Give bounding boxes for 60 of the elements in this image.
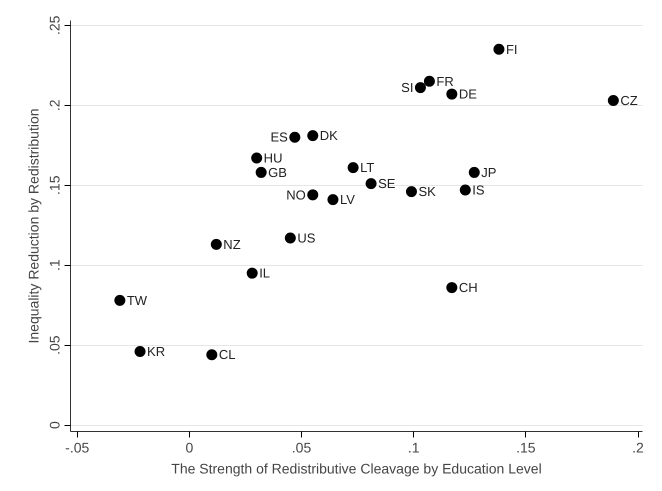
- x-tick-label: .15: [516, 440, 536, 456]
- x-tick-label: .1: [408, 440, 420, 456]
- annotation: CL: [218, 347, 236, 362]
- point: [256, 166, 267, 178]
- point: [493, 44, 504, 55]
- annotation: ES: [270, 130, 288, 145]
- point: [246, 268, 258, 279]
- x-tick-label: -.05: [65, 440, 90, 456]
- annotation: CZ: [620, 92, 638, 108]
- point: [284, 232, 296, 244]
- y-tick-label: 0: [46, 420, 62, 429]
- point: [307, 130, 318, 142]
- annotation: GB: [268, 164, 287, 180]
- annotation: US: [297, 230, 316, 246]
- annotation: SI: [401, 80, 414, 96]
- annotation: DK: [320, 128, 338, 144]
- x-axis-title: The Strength of Redistributive Cleavage by Education Level: [171, 460, 542, 476]
- point: [327, 194, 338, 206]
- x-tick-label: .2: [632, 440, 644, 456]
- annotation: IL: [259, 266, 270, 281]
- y-tick-label: .25: [46, 15, 62, 36]
- y-tick-label: .05: [46, 335, 62, 355]
- annotation: NZ: [223, 236, 241, 252]
- point: [608, 94, 619, 106]
- point: [134, 346, 146, 358]
- point: [289, 132, 300, 143]
- x-tick-label: .05: [292, 440, 312, 456]
- annotation: FI: [506, 42, 518, 57]
- y-tick-label: .2: [46, 99, 62, 112]
- point: [424, 76, 435, 87]
- annotation: FR: [436, 74, 454, 89]
- x-tick-label: 0: [185, 440, 194, 456]
- y-axis-title: Inequality Reduction by Redistribution: [26, 108, 42, 344]
- point: [460, 184, 471, 196]
- point: [414, 82, 426, 94]
- annotation: IS: [472, 182, 485, 198]
- annotation: SE: [378, 176, 396, 192]
- annotation: DE: [458, 86, 478, 102]
- annotation: TW: [126, 292, 148, 308]
- annotation: KR: [147, 344, 166, 360]
- annotation: CH: [458, 280, 478, 296]
- point: [366, 178, 377, 190]
- point: [446, 88, 458, 100]
- point: [206, 349, 218, 360]
- annotation: LV: [340, 192, 356, 208]
- annotation: NO: [286, 187, 306, 202]
- point: [446, 282, 458, 294]
- point: [468, 166, 480, 178]
- annotation: LT: [360, 160, 374, 176]
- point: [210, 238, 222, 250]
- point: [406, 186, 417, 198]
- point: [307, 189, 318, 200]
- point: [114, 294, 126, 306]
- point: [348, 162, 359, 174]
- annotation: SK: [418, 184, 436, 200]
- point: [251, 152, 262, 164]
- annotation: HU: [264, 150, 282, 166]
- y-tick-label: .15: [46, 175, 62, 195]
- annotation: JP: [481, 164, 496, 180]
- y-tick-label: .1: [46, 259, 62, 272]
